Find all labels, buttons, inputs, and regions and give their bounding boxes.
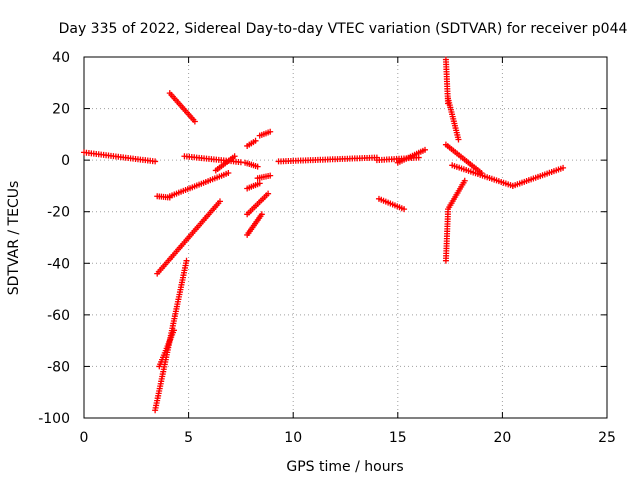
series-spike-bottom	[442, 208, 452, 264]
x-axis-label: GPS time / hours	[286, 459, 403, 475]
series-steep-rise-1	[154, 198, 223, 277]
data-point	[560, 164, 567, 171]
x-tick-label: 25	[598, 430, 616, 446]
data-point	[170, 327, 177, 334]
data-point	[461, 177, 468, 184]
series-rise-4h	[166, 170, 232, 200]
series-fall-17h	[445, 95, 462, 143]
data-point	[455, 136, 462, 143]
data-layer	[81, 56, 567, 414]
data-point	[265, 190, 272, 197]
data-point	[254, 163, 261, 170]
series-cluster-8.5h	[256, 128, 274, 139]
x-tick-label: 10	[284, 430, 302, 446]
data-point	[191, 118, 198, 125]
y-tick-label: -60	[47, 308, 70, 324]
series-cluster-8h	[244, 137, 259, 149]
x-tick-label: 20	[493, 430, 511, 446]
series-dip-8h	[242, 159, 261, 170]
x-tick-label: 5	[184, 430, 193, 446]
series-rise-17h	[445, 177, 468, 213]
series-early-baseline	[81, 149, 159, 165]
data-point	[421, 146, 428, 153]
chart-title: Day 335 of 2022, Sidereal Day-to-day VTE…	[59, 21, 628, 37]
data-point	[256, 180, 263, 187]
series-baseline-mid	[275, 154, 380, 165]
data-point	[183, 257, 190, 264]
series-rise-8h	[244, 190, 272, 218]
series-recovery-15h	[394, 146, 428, 166]
data-point	[231, 153, 238, 160]
series-rise-7.8h	[244, 211, 265, 238]
y-tick-label: 40	[52, 50, 70, 66]
series-fall-8h	[244, 180, 263, 192]
x-tick-label: 0	[80, 430, 89, 446]
series-spike-top	[442, 56, 452, 107]
data-point	[225, 170, 232, 177]
series-rise-6h	[212, 153, 238, 174]
y-tick-label: -80	[47, 359, 70, 375]
tick-layer: 0 5 10 15 20 25 -100 -80 -60 -40 -20 0 20 40	[38, 50, 616, 446]
series-steep-rise-2	[152, 257, 190, 414]
data-point	[252, 137, 259, 144]
y-tick-label: -20	[47, 205, 70, 221]
series-dip-8.5h	[254, 172, 274, 182]
series-falling-4h	[166, 90, 198, 125]
y-tick-label: 20	[52, 102, 70, 118]
data-point	[267, 172, 274, 179]
series-dip-3.5h	[154, 193, 173, 201]
data-point	[152, 158, 159, 165]
y-tick-label: -40	[47, 256, 70, 272]
y-tick-label: -100	[38, 411, 70, 427]
y-tick-label: 0	[61, 153, 70, 169]
series-tail-20h	[509, 164, 567, 189]
plot-frame	[83, 56, 608, 419]
data-point	[401, 206, 408, 213]
y-axis-label: SDTVAR / TECUs	[6, 181, 22, 296]
data-point	[216, 198, 223, 205]
data-point	[258, 211, 265, 218]
series-fall-14.5h	[375, 195, 408, 213]
data-point	[267, 128, 274, 135]
series-steep-rise-3	[156, 327, 177, 370]
x-tick-label: 15	[389, 430, 407, 446]
grid-layer	[84, 57, 607, 418]
series-tail-18h	[449, 162, 516, 189]
series-hump-17h	[442, 141, 485, 177]
